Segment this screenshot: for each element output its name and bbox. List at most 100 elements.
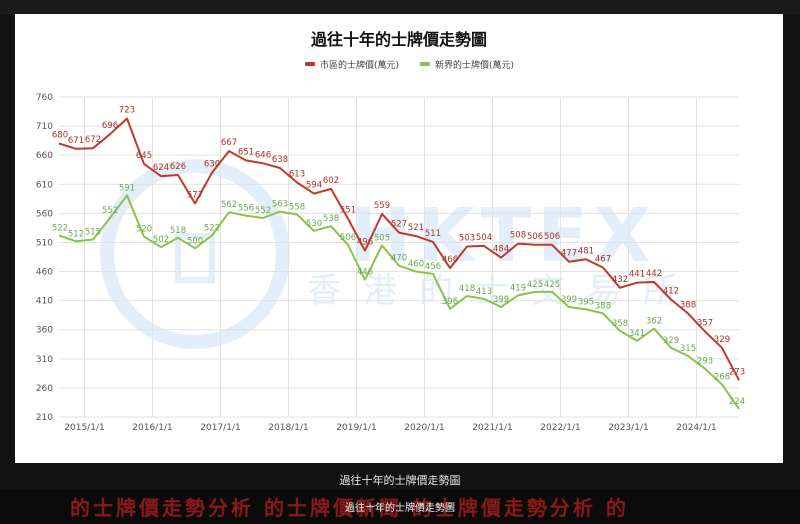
x-tick-label: 2021/1/1 (472, 423, 512, 433)
data-label-urban: 696 (102, 121, 118, 131)
data-label-urban: 680 (52, 131, 68, 141)
data-label-urban: 388 (680, 300, 696, 310)
data-label-urban: 504 (476, 233, 492, 243)
watermark-brand: HKTEX (349, 193, 656, 279)
data-label-urban: 357 (697, 318, 713, 328)
series-lines (58, 117, 740, 410)
data-label-nt: 399 (561, 295, 577, 305)
data-label-nt: 512 (68, 229, 84, 239)
data-label-urban: 651 (238, 147, 254, 157)
data-label-nt: 456 (425, 262, 441, 272)
data-label-nt: 470 (391, 254, 407, 264)
chart-caption: 過往十年的士牌價走勢圖 (339, 474, 461, 487)
data-label-nt: 419 (510, 283, 526, 293)
data-label-urban: 442 (646, 269, 662, 279)
data-label-nt: 506 (340, 233, 356, 243)
legend-label-nt: 新界的士牌價(萬元) (435, 59, 514, 71)
data-label-urban: 481 (578, 246, 594, 256)
data-label-urban: 645 (136, 151, 152, 161)
chart-title: 過往十年的士牌價走勢圖 (310, 30, 487, 49)
y-tick-label: 260 (36, 384, 53, 394)
y-tick-label: 410 (36, 297, 53, 307)
data-label-nt: 329 (663, 336, 679, 346)
x-tick-label: 2015/1/1 (64, 423, 104, 433)
data-label-nt: 522 (52, 223, 68, 233)
data-label-nt: 500 (187, 236, 203, 246)
data-label-nt: 515 (85, 228, 101, 238)
data-label-nt: 413 (476, 287, 492, 297)
x-tick-label: 2022/1/1 (540, 423, 580, 433)
data-label-nt: 425 (544, 280, 560, 290)
data-label-urban: 527 (391, 220, 407, 230)
data-label-nt: 266 (714, 372, 730, 382)
data-label-urban: 466 (442, 255, 458, 265)
banner-text: 的士牌價走勢分析 的士牌價新聞 的士牌價走勢分析 的 (70, 496, 629, 520)
x-axis: 2015/1/1 2016/1/1 2017/1/1 2018/1/1 2019/1/1… (64, 423, 716, 433)
series-line-urban (58, 117, 740, 381)
data-label-urban: 630 (204, 160, 220, 170)
data-label-nt: 556 (238, 204, 254, 214)
data-label-urban: 638 (272, 155, 288, 165)
data-label-urban: 441 (629, 270, 645, 280)
data-label-nt: 552 (102, 206, 118, 216)
legend-label-urban: 市區的士牌價(萬元) (320, 59, 399, 71)
data-label-nt: 315 (680, 344, 696, 354)
data-label-urban: 511 (425, 229, 441, 239)
data-label-nt: 396 (442, 297, 458, 307)
data-label-urban: 467 (595, 254, 611, 264)
data-label-urban: 508 (510, 231, 526, 241)
data-label-nt: 522 (204, 223, 220, 233)
data-label-nt: 502 (153, 235, 169, 245)
watermark-column (175, 233, 215, 283)
data-label-urban: 506 (527, 232, 543, 242)
legend-swatch-nt (420, 62, 430, 66)
price-trend-chart: HKTEX 香港的士交易所 過往十年的士牌價走勢圖 市區的士牌價(萬元) 新界的… (36, 30, 745, 433)
x-tick-label: 2017/1/1 (200, 423, 240, 433)
data-label-nt: 460 (408, 260, 424, 270)
x-tick-label: 2024/1/1 (676, 423, 716, 433)
x-tick-label: 2019/1/1 (336, 423, 376, 433)
legend-swatch-urban (305, 62, 315, 66)
data-label-nt: 530 (306, 219, 322, 229)
y-tick-label: 360 (36, 326, 53, 336)
x-tick-label: 2023/1/1 (608, 423, 648, 433)
data-label-urban: 594 (306, 181, 322, 191)
data-label-urban: 646 (255, 150, 271, 160)
top-strip (0, 0, 800, 14)
data-label-nt: 341 (629, 329, 645, 339)
data-label-nt: 399 (493, 295, 509, 305)
data-label-nt: 358 (612, 319, 628, 329)
y-tick-label: 310 (36, 355, 53, 365)
data-label-urban: 559 (374, 201, 390, 211)
data-label-nt: 418 (459, 284, 475, 294)
data-label-nt: 538 (323, 214, 339, 224)
x-tick-label: 2018/1/1 (268, 423, 308, 433)
data-label-urban: 496 (357, 238, 373, 248)
data-label-urban: 602 (323, 176, 339, 186)
data-label-urban: 551 (340, 206, 356, 216)
legend: 市區的士牌價(萬元) 新界的士牌價(萬元) (305, 59, 514, 71)
data-label-urban: 506 (544, 232, 560, 242)
y-tick-label: 610 (36, 180, 53, 190)
y-tick-label: 710 (36, 122, 53, 132)
y-tick-label: 210 (36, 413, 53, 423)
data-label-nt: 518 (170, 226, 186, 236)
y-tick-label: 560 (36, 209, 53, 219)
data-label-urban: 672 (85, 135, 101, 145)
data-label-urban: 503 (459, 234, 475, 244)
data-label-nt: 425 (527, 280, 543, 290)
data-label-nt: 293 (697, 357, 713, 367)
y-tick-label: 460 (36, 268, 53, 278)
y-tick-label: 660 (36, 151, 53, 161)
data-label-nt: 362 (646, 317, 662, 327)
data-label-urban: 432 (612, 275, 628, 285)
chart-card: HKTEX 香港的士交易所 過往十年的士牌價走勢圖 市區的士牌價(萬元) 新界的… (15, 14, 783, 463)
data-label-nt: 224 (729, 397, 745, 407)
data-label-urban: 329 (714, 335, 730, 345)
data-label-nt: 395 (578, 297, 594, 307)
watermark-ring (100, 159, 290, 349)
data-label-nt: 558 (289, 203, 305, 213)
data-label-urban: 624 (153, 163, 169, 173)
banner-subtitle: 過往十年的士牌價走勢圖 (345, 503, 455, 514)
